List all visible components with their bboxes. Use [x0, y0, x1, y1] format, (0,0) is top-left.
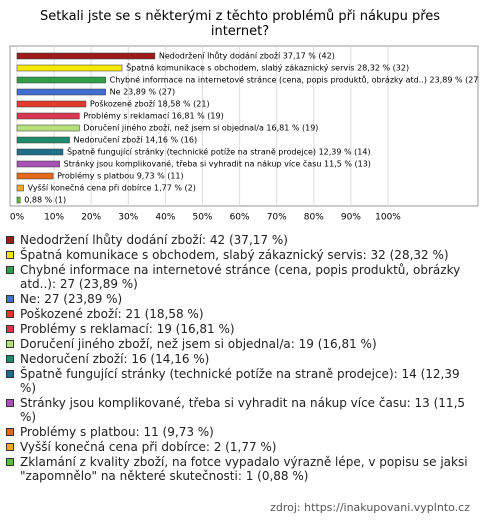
- legend-swatch: [6, 295, 14, 303]
- bar: [16, 148, 64, 156]
- legend-swatch: [6, 428, 14, 436]
- legend-swatch: [6, 310, 14, 318]
- legend-swatch: [6, 399, 14, 407]
- legend-label: Stránky jsou komplikované, třeba si vyhr…: [20, 396, 466, 424]
- bar: [16, 184, 24, 192]
- legend-swatch: [6, 340, 14, 348]
- value-label: Vyšší konečná cena při dobírce 1,77 % (2…: [28, 183, 196, 193]
- legend-item: Vyšší konečná cena při dobírce: 2 (1,77 …: [6, 440, 468, 454]
- legend-item: Nedoručení zboží: 16 (14,16 %): [6, 352, 468, 366]
- x-tick-label: 80%: [304, 213, 324, 223]
- bar: [16, 124, 80, 132]
- legend-item: Špatná komunikace s obchodem, slabý záka…: [6, 248, 468, 262]
- legend-item: Nedodržení lhůty dodání zboží: 42 (37,17…: [6, 233, 468, 247]
- value-label: Problémy s reklamací 16,81 % (19): [83, 111, 223, 121]
- x-tick-label: 60%: [230, 213, 250, 223]
- legend-item: Špatně fungující stránky (technické potí…: [6, 367, 468, 395]
- legend-item: Chybné informace na internetové stránce …: [6, 263, 468, 291]
- value-label: Špatně fungující stránky (technické potí…: [67, 146, 371, 157]
- value-label: Špatná komunikace s obchodem, slabý záka…: [126, 62, 409, 73]
- legend-swatch: [6, 458, 14, 466]
- x-tick-label: 100%: [375, 213, 401, 223]
- legend-swatch: [6, 443, 14, 451]
- value-label: Poškozené zboží 18,58 % (21): [90, 99, 210, 109]
- legend-swatch: [6, 325, 14, 333]
- bar: [16, 136, 70, 144]
- x-tick-label: 50%: [192, 213, 212, 223]
- legend-label: Problémy s platbou: 11 (9,73 %): [20, 425, 214, 439]
- legend: Nedodržení lhůty dodání zboží: 42 (37,17…: [6, 233, 468, 484]
- value-label: Problémy s platbou 9,73 % (11): [57, 171, 184, 181]
- legend-label: Vyšší konečná cena při dobírce: 2 (1,77 …: [20, 440, 277, 454]
- chart-title: Setkali jste se s některými z těchto pro…: [39, 9, 441, 39]
- legend-swatch: [6, 266, 14, 274]
- value-label: Doručení jiného zboží, než jsem si objed…: [83, 123, 318, 133]
- legend-label: Chybné informace na internetové stránce …: [20, 263, 461, 291]
- x-tick-label: 20%: [81, 213, 101, 223]
- source: zdroj: https://inakupovani.vyplnto.cz: [270, 501, 470, 514]
- legend-label: Poškozené zboží: 21 (18,58 %): [20, 307, 204, 321]
- value-label: Stránky jsou komplikované, třeba si vyhr…: [64, 159, 371, 169]
- x-tick-label: 0%: [10, 213, 25, 223]
- bar: [16, 52, 156, 60]
- x-tick-label: 40%: [155, 213, 175, 223]
- legend-label: Špatná komunikace s obchodem, slabý záka…: [20, 248, 449, 262]
- legend-swatch: [6, 236, 14, 244]
- legend-item: Problémy s platbou: 11 (9,73 %): [6, 425, 468, 439]
- value-label: Chybné informace na internetové stránce …: [110, 75, 480, 85]
- legend-label: Ne: 27 (23,89 %): [20, 292, 123, 306]
- legend-label: Nedoručení zboží: 16 (14,16 %): [20, 352, 210, 366]
- legend-label: Špatně fungující stránky (technické potí…: [20, 367, 460, 395]
- x-tick-label: 10%: [44, 213, 64, 223]
- value-label: Nedoručení zboží 14,16 % (16): [74, 135, 198, 145]
- legend-label: Doručení jiného zboží, než jsem si objed…: [20, 337, 377, 351]
- legend-item: Problémy s reklamací: 19 (16,81 %): [6, 322, 468, 336]
- x-tick-label: 90%: [341, 213, 361, 223]
- bar: [16, 88, 106, 96]
- value-label: Ne 23,89 % (27): [110, 88, 175, 97]
- legend-item: Stránky jsou komplikované, třeba si vyhr…: [6, 396, 468, 424]
- legend-label: Nedodržení lhůty dodání zboží: 42 (37,17…: [20, 233, 288, 247]
- bar: [16, 172, 54, 180]
- x-tick-label: 30%: [118, 213, 138, 223]
- bar: [16, 100, 87, 108]
- bar: [16, 196, 21, 204]
- legend-label: Zklamání z kvality zboží, na fotce vypad…: [20, 455, 468, 483]
- legend-swatch: [6, 370, 14, 378]
- legend-swatch: [6, 251, 14, 259]
- value-label: Nedodržení lhůty dodání zboží 37,17 % (4…: [159, 51, 335, 61]
- bar: [16, 76, 106, 84]
- bar: [16, 112, 80, 120]
- legend-item: Poškozené zboží: 21 (18,58 %): [6, 307, 468, 321]
- chart: 0% 10% 20% 30% 40% 50% 60% 70% 80% 90% 100% Nedodrž…: [9, 45, 480, 223]
- legend-item: Zklamání z kvality zboží, na fotce vypad…: [6, 455, 468, 483]
- x-tick-label: 70%: [267, 213, 287, 223]
- bar: [16, 64, 123, 72]
- legend-swatch: [6, 355, 14, 363]
- bar: [16, 160, 60, 168]
- plot-frame: [9, 45, 479, 207]
- legend-item: Ne: 27 (23,89 %): [6, 292, 468, 306]
- legend-label: Problémy s reklamací: 19 (16,81 %): [20, 322, 235, 336]
- legend-item: Doručení jiného zboží, než jsem si objed…: [6, 337, 468, 351]
- value-label: 0,88 % (1): [24, 196, 66, 205]
